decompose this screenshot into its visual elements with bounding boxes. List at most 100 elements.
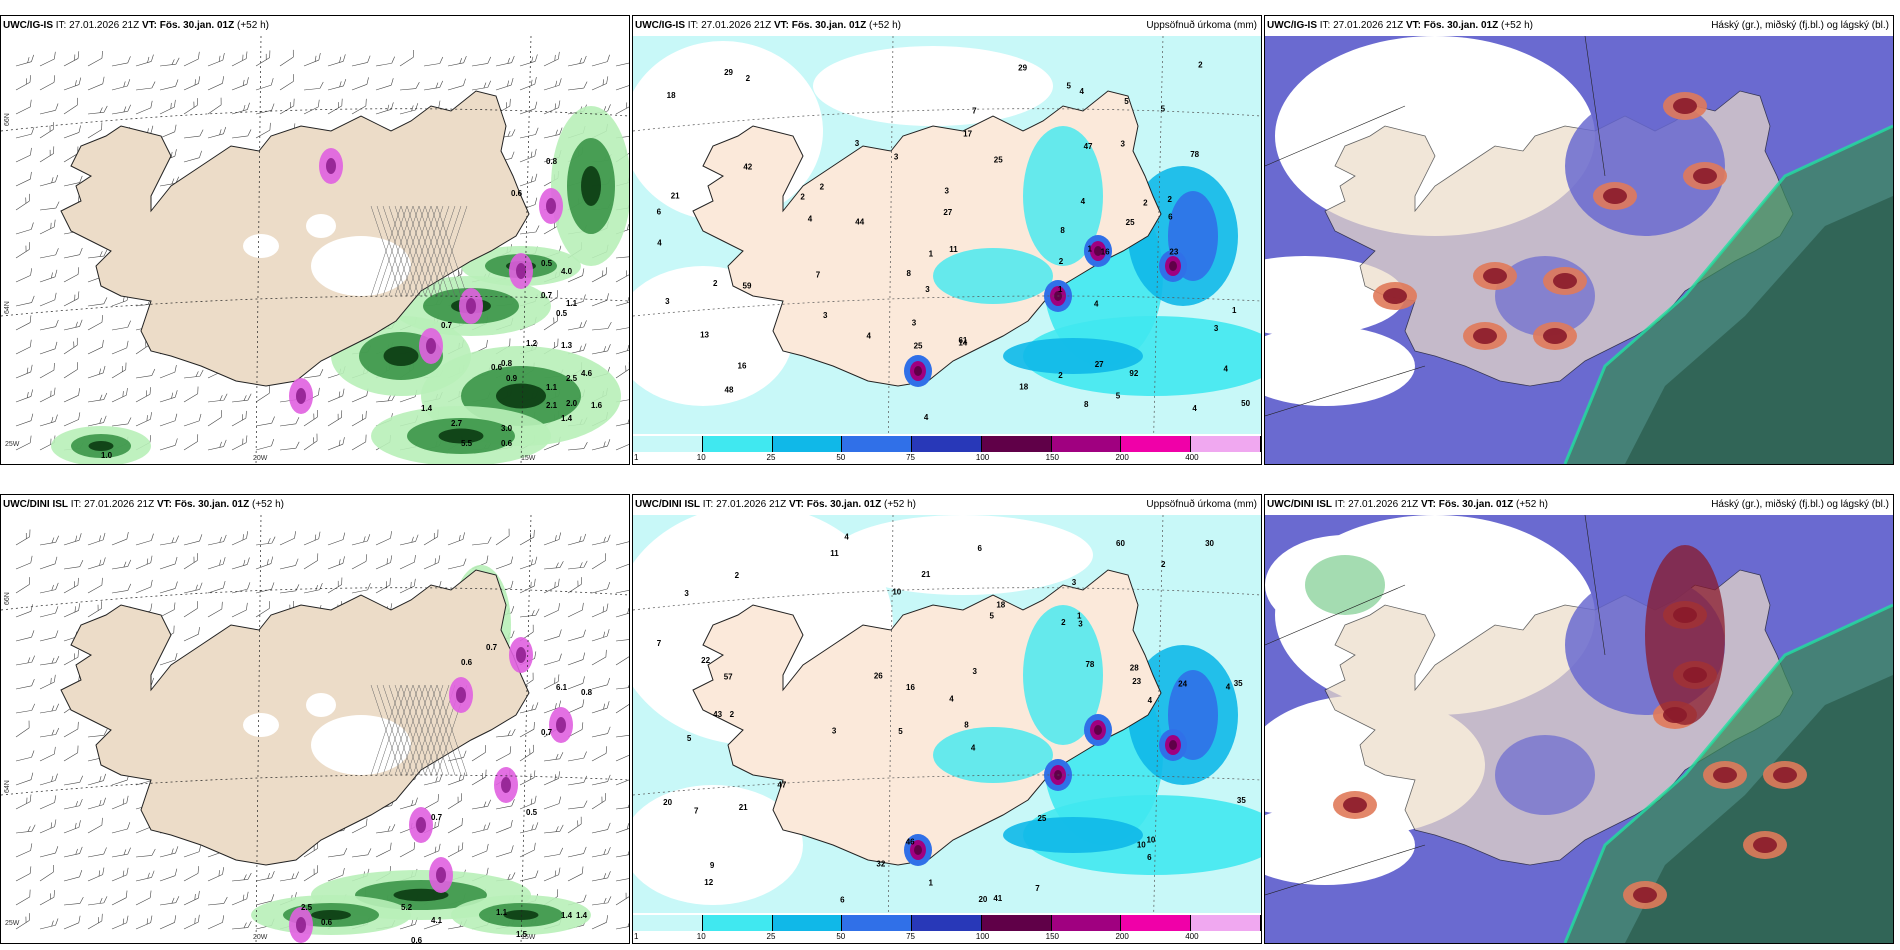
wind-barb <box>327 577 343 594</box>
wind-barb <box>495 746 512 762</box>
wind-barb <box>447 532 465 546</box>
value-label: 0.7 <box>541 291 553 300</box>
wind-barb <box>15 794 32 810</box>
map-area[interactable]: 66N 64N 25W 20W 15W 0.7 0.6 0.7 0.5 2.5 0.7 0.6 4.1 5… <box>1 515 629 943</box>
value-label: 2 <box>1061 618 1066 627</box>
high-cloud-core <box>1673 98 1697 114</box>
wind-barb <box>15 555 33 570</box>
wind-map-panel-dini[interactable]: UWC/DINI ISL IT: 27.01.2026 21Z VT: Fös.… <box>0 494 630 944</box>
wind-barb <box>159 915 177 930</box>
colorbar-segment <box>772 915 843 931</box>
wind-barb <box>591 746 608 762</box>
precip-map-panel-dini[interactable]: UWC/DINI ISL IT: 27.01.2026 21Z VT: Fös.… <box>632 494 1262 944</box>
cloud-map-panel-ig-is[interactable]: UWC/IG-IS IT: 27.01.2026 21Z VT: Fös. 30… <box>1264 15 1894 465</box>
map-area[interactable]: 4 3 4 5 4 2 3 2 5 5 4 12 11 3 20 41 46 60 78 47 57 43 35 24 20 22… <box>633 515 1261 913</box>
hatch <box>400 684 432 776</box>
cloud-map-panel-dini[interactable]: UWC/DINI ISL IT: 27.01.2026 21Z VT: Fös.… <box>1264 494 1894 944</box>
wind-barb <box>231 872 252 882</box>
value-label: 0.9 <box>506 374 518 383</box>
map-area[interactable]: 1 1 2 3 2 3 2 3 4 5 1 2 3 4 3 4 5 2 5 3 3 4 4 5 6 16 42 47 50 59 78 29 2… <box>633 36 1261 434</box>
wind-barb <box>447 793 462 810</box>
wind-barb <box>423 774 443 786</box>
wind-barb <box>111 559 132 570</box>
value-label: 4 <box>808 215 813 224</box>
wind-barb <box>39 51 56 67</box>
value-label: 32 <box>876 860 885 869</box>
wind-barb <box>63 896 84 906</box>
wind-barb <box>591 603 609 618</box>
wind-barb <box>543 653 562 666</box>
precip-cell-core <box>914 845 922 855</box>
wind-barb <box>615 62 629 67</box>
wind-barb <box>15 389 33 403</box>
value-label: 0.5 <box>526 808 538 817</box>
precip-map-panel-ig-is[interactable]: UWC/IG-IS IT: 27.01.2026 21Z VT: Fös. 30… <box>632 15 1262 465</box>
wind-map-panel-ig-is[interactable]: UWC/IG-IS IT: 27.01.2026 21Z VT: Fös. 30… <box>0 15 630 465</box>
wind-barb <box>543 752 564 762</box>
value-label: 6 <box>977 544 982 553</box>
wind-barb <box>615 754 629 762</box>
wind-barb <box>375 824 396 834</box>
longitude-line <box>888 515 894 913</box>
value-label: 3 <box>665 297 670 306</box>
grid-line <box>1265 365 1426 417</box>
wind-barb <box>255 601 270 618</box>
wind-barb <box>615 778 629 786</box>
value-label: 3 <box>1120 139 1125 148</box>
lon-label: 15W <box>521 934 536 941</box>
wind-barb <box>591 76 609 91</box>
wind-barb <box>615 877 629 882</box>
wind-barb <box>207 581 226 594</box>
wind-barb <box>15 295 35 307</box>
wind-barb <box>519 148 537 163</box>
wind-barb <box>39 103 59 115</box>
wind-barb <box>39 556 58 570</box>
precip-cell-core <box>1094 725 1102 735</box>
colorbar-tick: 400 <box>1185 932 1199 941</box>
hatch <box>376 205 408 297</box>
colorbar-segment <box>1051 436 1122 452</box>
colorbar-tick: 150 <box>1045 932 1060 941</box>
wind-barb <box>399 842 416 858</box>
colorbar-segment <box>1191 436 1261 452</box>
wind-barb <box>63 77 82 91</box>
wind-barb <box>63 97 78 115</box>
value-label: 16 <box>738 361 747 370</box>
wind-barb <box>303 369 324 379</box>
glacier <box>243 713 279 737</box>
map-area[interactable]: 66N 64N 25W 20W 15W 0.8 0.6 0.5 4.0 1.1 0.7 0.5 0.7 1… <box>1 36 629 464</box>
wind-barb <box>15 315 32 331</box>
value-label: 2 <box>1058 371 1063 380</box>
value-label: 3 <box>925 285 930 294</box>
wind-barb <box>39 918 59 930</box>
lon-label: 20W <box>253 934 268 941</box>
hatch <box>418 205 450 297</box>
value-label: 0.6 <box>411 936 423 943</box>
wind-barb <box>111 531 129 546</box>
wind-barb <box>159 602 176 618</box>
wind-barb <box>15 147 32 163</box>
wind-barb <box>543 629 562 642</box>
hatch <box>418 684 450 776</box>
wind-barb <box>567 81 588 91</box>
value-label: 57 <box>724 672 733 681</box>
wind-barb <box>159 868 178 882</box>
high-cloud-core <box>1713 767 1737 783</box>
hatch <box>430 205 462 297</box>
value-label: 5 <box>1066 82 1071 91</box>
wind-barb <box>591 54 610 67</box>
wind-barb <box>39 341 58 355</box>
map-area[interactable] <box>1265 515 1893 943</box>
wind-barb <box>519 101 538 115</box>
wind-barb <box>63 267 80 283</box>
wind-barb <box>399 534 419 546</box>
wind-barb <box>615 638 629 642</box>
colorbar-tick: 25 <box>766 453 776 462</box>
wind-barb <box>15 99 32 115</box>
map-area[interactable] <box>1265 36 1893 464</box>
value-label: 1.1 <box>566 299 578 308</box>
value-label: 0.5 <box>541 259 553 268</box>
value-label: 11 <box>830 549 839 558</box>
wind-barb <box>399 554 416 570</box>
wind-barb <box>183 413 202 427</box>
